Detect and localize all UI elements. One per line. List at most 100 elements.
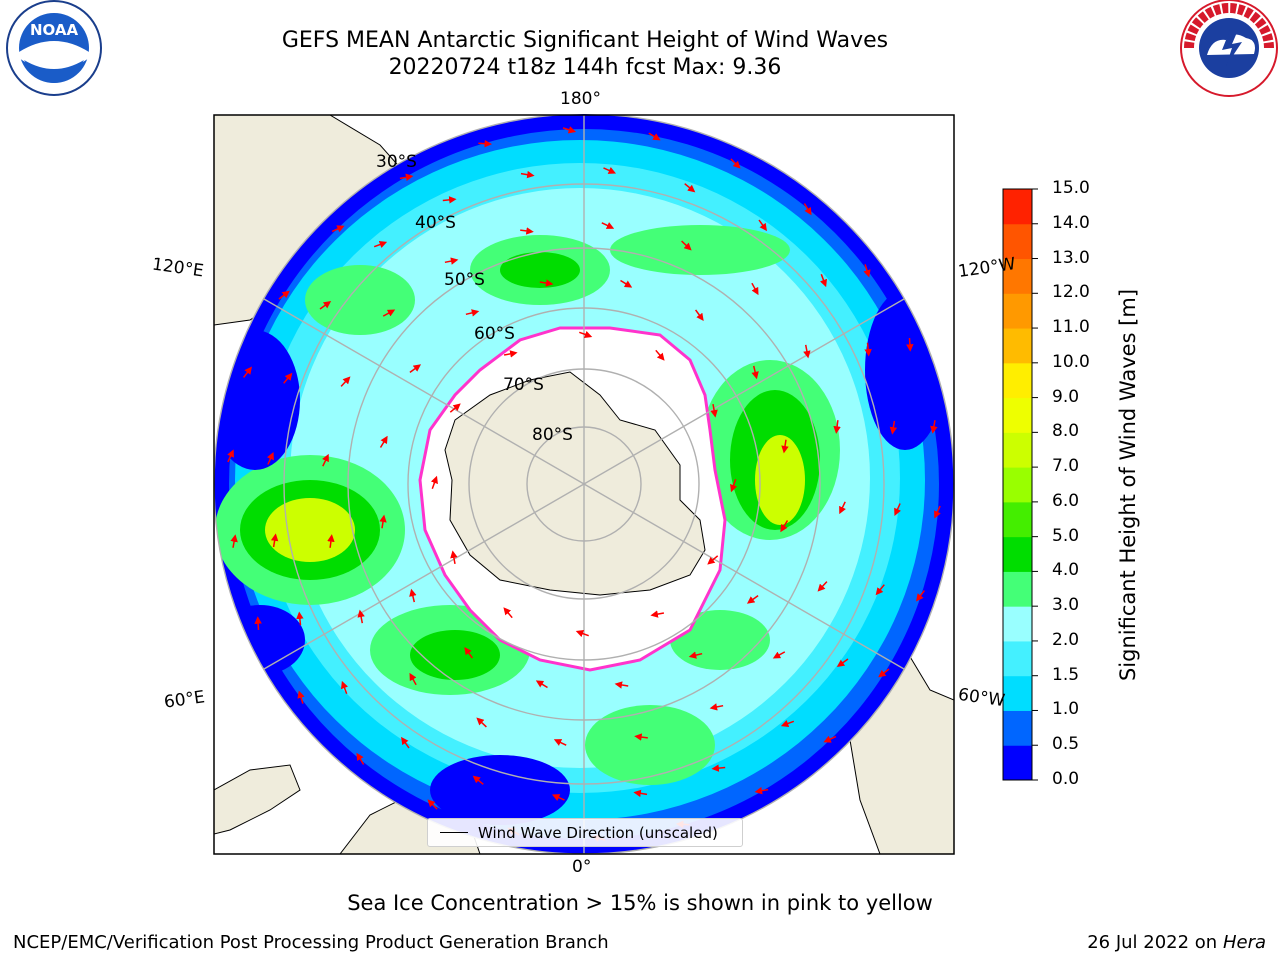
date-text: 26 Jul 2022 on	[1087, 932, 1223, 953]
wind-wave-arrow	[551, 794, 565, 801]
wind-wave-arrow	[357, 609, 365, 624]
wind-wave-arrow	[889, 420, 898, 435]
wind-wave-arrow	[283, 372, 293, 384]
colorbar-segment	[1003, 710, 1032, 746]
colorbar-tick-label: 6.0	[1052, 490, 1080, 511]
wind-wave-arrow	[780, 520, 789, 533]
wind-wave-arrow	[442, 196, 457, 204]
wind-wave-arrow	[655, 349, 665, 361]
wind-wave-arrow	[916, 590, 925, 602]
wind-wave-arrow	[603, 167, 617, 174]
wind-wave-arrow	[833, 420, 841, 434]
wind-wave-arrow	[340, 680, 349, 695]
lat-label-30s: 30°S	[376, 152, 417, 172]
colorbar-segment	[1003, 606, 1032, 642]
lat-label-70s: 70°S	[503, 375, 544, 395]
wind-wave-arrow	[839, 501, 846, 515]
wind-wave-arrow	[409, 588, 417, 603]
colorbar-tick-label: 1.5	[1052, 664, 1080, 685]
wind-wave-arrow	[227, 449, 234, 463]
wind-wave-arrow	[709, 703, 724, 711]
colorbar-tick-label: 15.0	[1052, 178, 1090, 198]
wind-wave-arrow	[711, 764, 726, 772]
wind-wave-arrow	[803, 344, 811, 359]
colorbar-segment	[1003, 745, 1032, 781]
graticule	[214, 115, 954, 854]
colorbar-tick-label: 0.0	[1052, 769, 1080, 789]
producer-credit: NCEP/EMC/Verification Post Processing Pr…	[13, 932, 609, 953]
wind-wave-arrow	[278, 290, 290, 300]
machine-name: Hera	[1222, 932, 1266, 953]
colorbar-segment	[1003, 223, 1032, 260]
colorbar-tick-label: 13.0	[1052, 247, 1090, 268]
colorbar-segment	[1003, 189, 1032, 225]
wind-wave-arrow	[444, 257, 459, 265]
generation-date: 26 Jul 2022 on Hera	[1087, 932, 1266, 953]
wind-wave-arrow	[754, 786, 769, 795]
wind-wave-arrow	[730, 479, 738, 493]
wind-wave-arrow	[836, 658, 849, 667]
wind-wave-arrow	[780, 719, 795, 728]
colorbar-segment	[1003, 328, 1032, 364]
wind-wave-arrow	[373, 240, 388, 249]
wind-wave-arrow	[875, 584, 885, 596]
colorbar-segment	[1003, 258, 1032, 294]
wind-wave-arrow	[823, 735, 837, 743]
wind-wave-arrow	[356, 752, 365, 765]
wind-wave-arrow	[427, 799, 438, 810]
colorbar-segment	[1003, 293, 1032, 329]
wind-wave-arrow	[379, 435, 388, 448]
wind-wave-arrow	[478, 139, 493, 148]
wind-wave-arrow	[450, 550, 458, 565]
wind-wave-arrow	[382, 309, 396, 317]
wind-wave-arrow	[409, 364, 422, 374]
colorbar-segment	[1003, 467, 1032, 503]
wind-wave-arrow	[319, 301, 332, 310]
wind-wave-arrow	[297, 690, 305, 704]
wind-wave-arrow	[650, 610, 665, 618]
colorbar-segment	[1003, 571, 1032, 607]
sea-ice-note-text: Sea Ice Concentration > 15% is shown in …	[347, 891, 933, 915]
wind-wave-arrow	[934, 505, 941, 519]
colorbar-segment	[1003, 432, 1032, 468]
wind-wave-arrow	[503, 350, 518, 358]
wind-wave-arrow	[707, 555, 719, 565]
wind-wave-arrow	[579, 330, 593, 338]
colorbar-tick-label: 14.0	[1052, 212, 1090, 233]
wind-wave-arrow	[430, 475, 438, 489]
wind-wave-arrow	[772, 651, 786, 659]
wind-wave-arrow	[688, 651, 703, 659]
colorbar-tick-label: 11.0	[1052, 317, 1090, 338]
wind-wave-arrow	[472, 775, 484, 785]
colorbar-tick-label: 0.5	[1052, 734, 1080, 755]
wind-wave-arrow	[648, 132, 661, 141]
wind-wave-arrow	[758, 219, 767, 232]
wind-wave-arrow	[710, 403, 718, 418]
colorbar-tick-label: 12.0	[1052, 282, 1090, 303]
lat-label-40s: 40°S	[415, 213, 456, 233]
wind-wave-arrow	[230, 534, 238, 548]
wind-wave-arrow	[379, 514, 387, 529]
wind-wave-arrow	[781, 439, 789, 454]
lat-label-80s: 80°S	[532, 425, 573, 445]
wind-wave-arrow	[751, 282, 759, 296]
map-legend: Wind Wave Direction (unscaled)	[427, 818, 743, 847]
colorbar-segment	[1003, 640, 1032, 677]
wind-wave-arrow	[267, 451, 274, 465]
wind-wave-arrow	[270, 533, 279, 548]
antarctica-land	[444, 371, 706, 596]
wind-wave-arrow	[878, 668, 890, 678]
wind-wave-arrow	[539, 279, 554, 287]
wind-wave-arrow	[694, 309, 704, 322]
wind-wave-arrow	[730, 158, 741, 169]
wind-wave-arrow	[465, 309, 480, 317]
wind-wave-arrow	[863, 264, 871, 278]
wind-wave-arrow	[819, 273, 828, 288]
wind-wave-arrow	[296, 611, 304, 626]
lat-label-60s: 60°S	[474, 324, 515, 344]
colorbar-tick-label: 8.0	[1052, 421, 1080, 442]
wind-wave-arrow	[553, 739, 567, 746]
colorbar-segment	[1003, 675, 1032, 711]
wind-wave-arrow	[449, 403, 461, 413]
wind-wave-arrow	[620, 279, 633, 288]
